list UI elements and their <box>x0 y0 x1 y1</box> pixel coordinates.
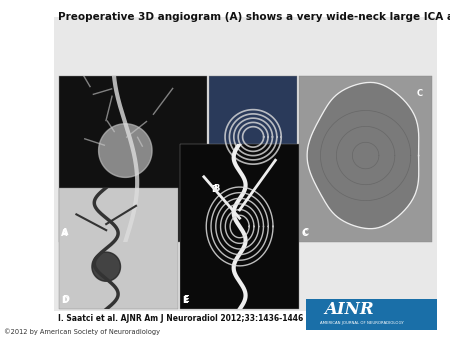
Text: AINR: AINR <box>324 301 374 318</box>
Bar <box>58 188 178 309</box>
Text: I. Saatci et al. AJNR Am J Neuroradiol 2012;33:1436-1446: I. Saatci et al. AJNR Am J Neuroradiol 2… <box>58 314 304 323</box>
Text: AMERICAN JOURNAL OF NEURORADIOLOGY: AMERICAN JOURNAL OF NEURORADIOLOGY <box>320 321 403 325</box>
Bar <box>209 76 297 198</box>
Text: C: C <box>417 89 423 98</box>
Text: B: B <box>213 184 219 193</box>
Text: A: A <box>61 228 67 238</box>
Bar <box>58 76 207 242</box>
Text: ©2012 by American Society of Neuroradiology: ©2012 by American Society of Neuroradiol… <box>4 328 161 335</box>
Bar <box>306 299 436 330</box>
Polygon shape <box>307 82 419 229</box>
Bar <box>180 144 299 309</box>
Text: C: C <box>302 228 308 238</box>
FancyBboxPatch shape <box>54 17 436 311</box>
Text: C: C <box>303 227 309 237</box>
Text: E: E <box>184 295 189 304</box>
Text: Preoperative 3D angiogram (A) shows a very wide-neck large ICA aneurysm.: Preoperative 3D angiogram (A) shows a ve… <box>58 12 450 22</box>
Text: D: D <box>62 295 69 304</box>
Text: D: D <box>61 296 68 305</box>
Polygon shape <box>99 124 152 177</box>
Text: E: E <box>182 296 188 305</box>
Polygon shape <box>92 252 121 281</box>
Text: A: A <box>62 227 68 237</box>
Text: B: B <box>212 185 218 194</box>
Bar <box>299 76 432 242</box>
